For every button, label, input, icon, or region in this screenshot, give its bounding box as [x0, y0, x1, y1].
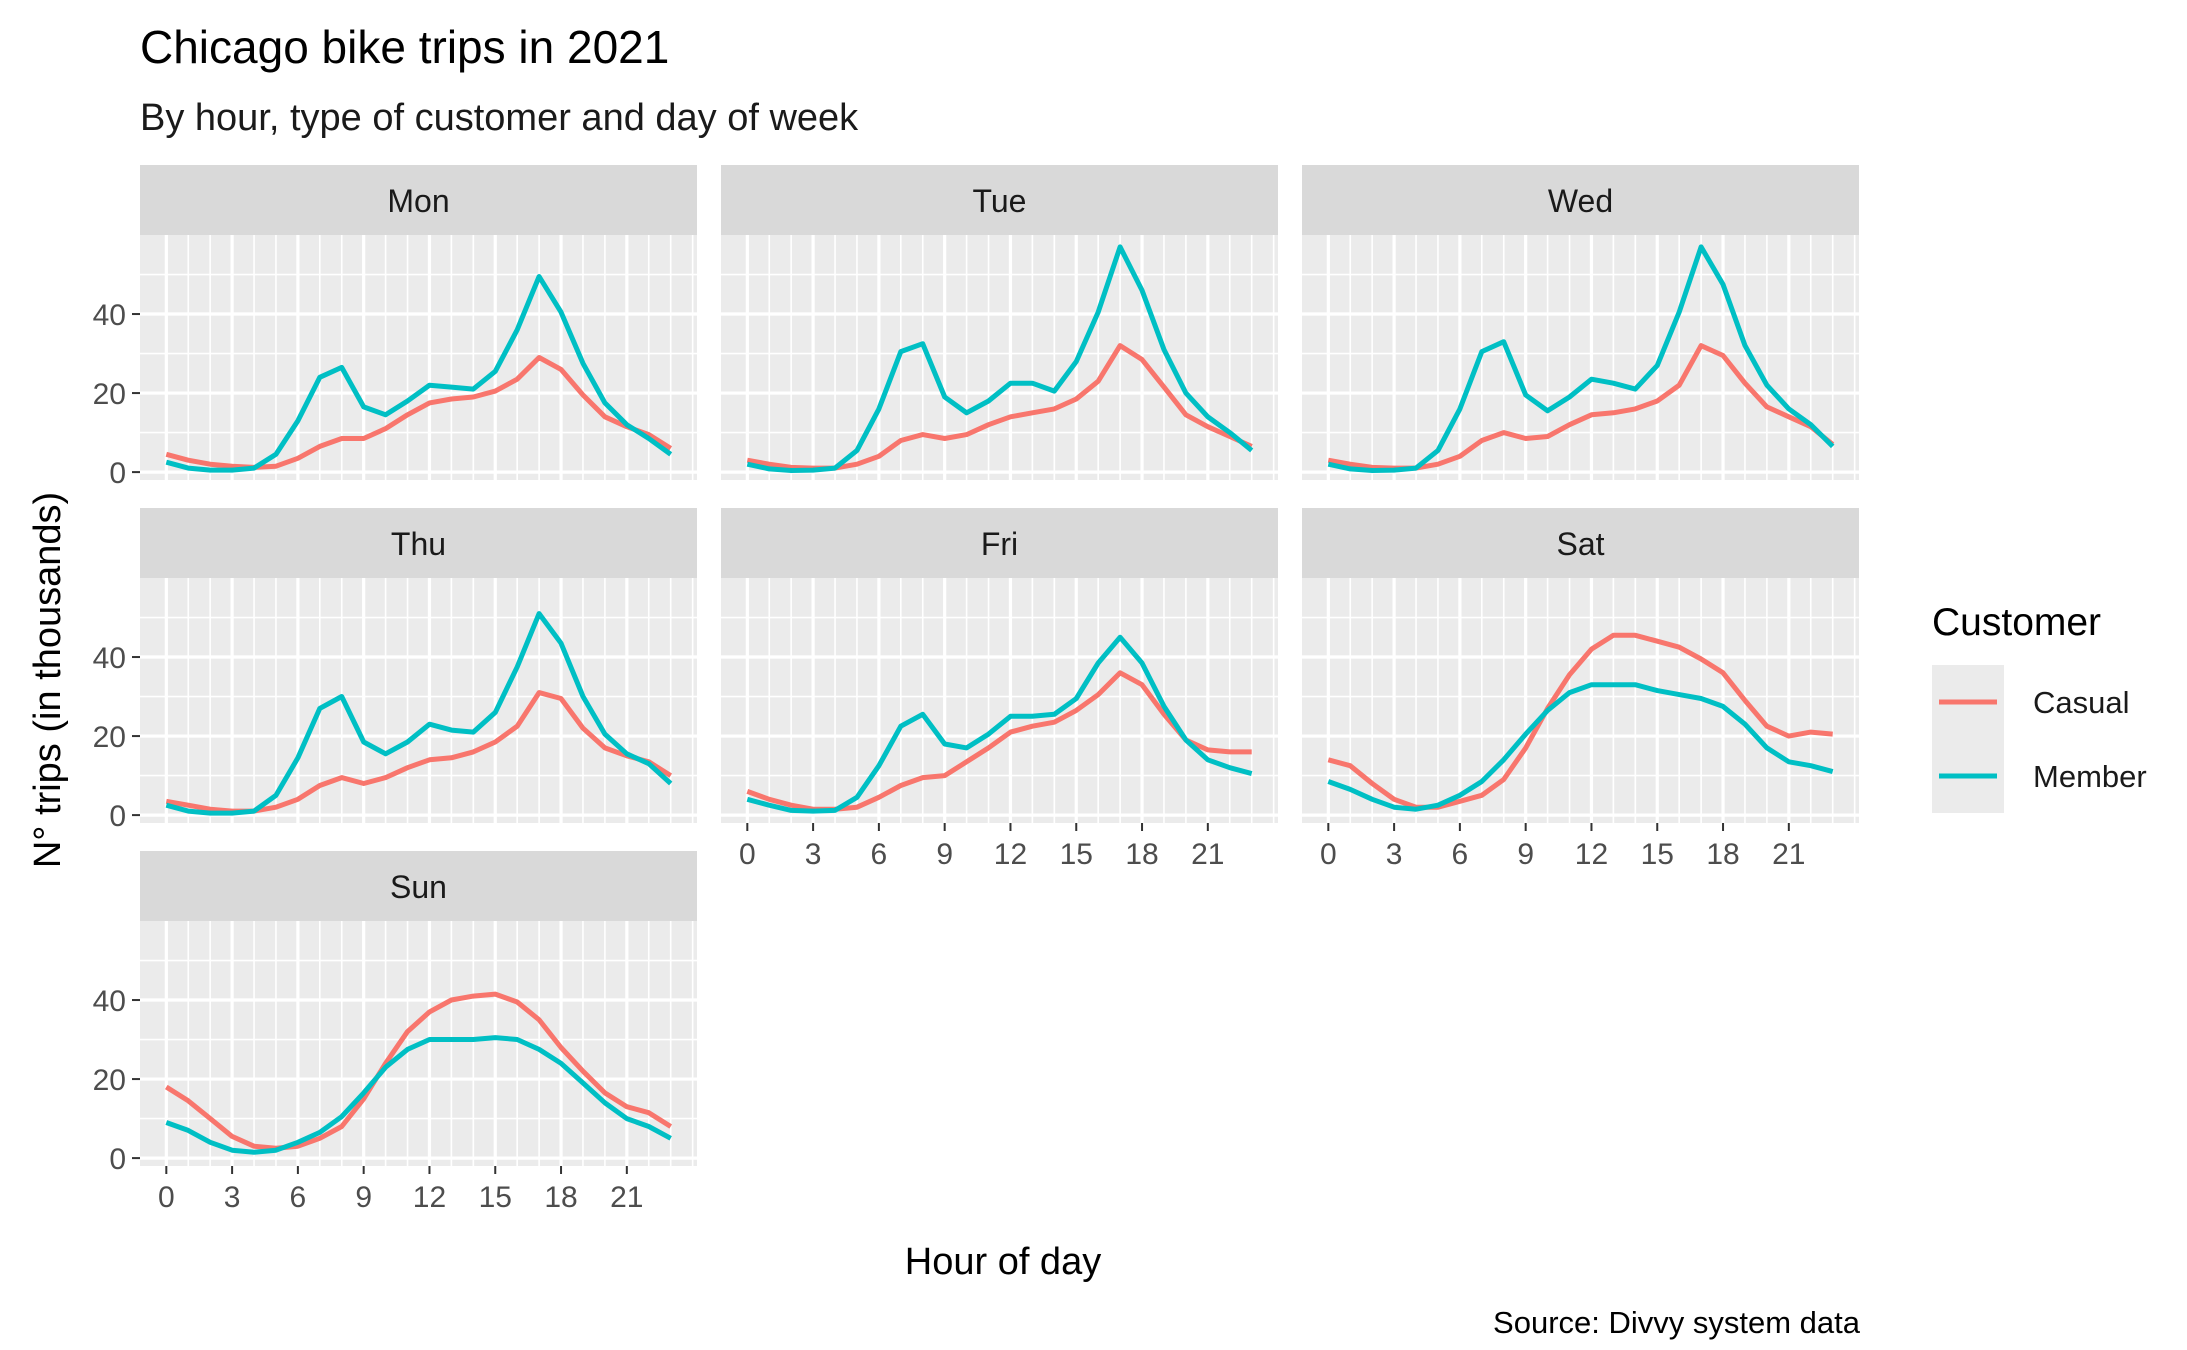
x-tick-label: 21: [1772, 838, 1805, 871]
x-tick-label: 18: [1125, 838, 1158, 871]
facet-mon: Mon 0 20 40: [93, 165, 697, 490]
facet-strip: [140, 165, 697, 235]
series-line-casual: [164, 991, 673, 1151]
y-tick-label: 40: [93, 299, 126, 332]
panel-background: [140, 235, 697, 480]
facet-strip: [140, 851, 697, 921]
facet-strip-label: Tue: [973, 183, 1027, 219]
x-tick-label: 3: [224, 1181, 241, 1214]
chart-subtitle: By hour, type of customer and day of wee…: [140, 97, 859, 139]
x-tick-label: 12: [413, 1181, 446, 1214]
series-line-member: [1327, 244, 1835, 473]
panel-background: [140, 578, 697, 823]
x-tick-label: 12: [994, 838, 1027, 871]
x-tick-label: 15: [479, 1181, 512, 1214]
chart-title: Chicago bike trips in 2021: [140, 21, 669, 73]
x-tick-label: 6: [290, 1181, 307, 1214]
x-tick-label: 12: [1575, 838, 1608, 871]
panel-background: [721, 235, 1278, 480]
facet-strip-label: Mon: [387, 183, 449, 219]
panel-background: [1302, 578, 1859, 823]
panel-background: [721, 578, 1278, 823]
caption: Source: Divvy system data: [1493, 1305, 1861, 1340]
series-line-member: [746, 634, 1253, 814]
y-tick-label: 40: [93, 642, 126, 675]
facet-strip: [1302, 508, 1859, 578]
y-tick-label: 20: [93, 721, 126, 754]
legend-title: Customer: [1932, 601, 2101, 644]
facet-sat: Sat 0 3 6 9 12 15 18 21: [1302, 508, 1859, 871]
x-tick-label: 3: [1386, 838, 1403, 871]
facet-strip-label: Sun: [390, 869, 447, 905]
facet-strip-label: Fri: [981, 526, 1018, 562]
panel-background: [1302, 235, 1859, 480]
facet-wed: Wed: [1302, 165, 1859, 480]
y-tick-label: 0: [109, 1143, 126, 1176]
x-tick-label: 9: [936, 838, 953, 871]
legend: Customer Casual Member: [1932, 601, 2147, 813]
x-tick-label: 21: [1191, 838, 1224, 871]
x-tick-label: 15: [1641, 838, 1674, 871]
x-tick-label: 9: [1517, 838, 1534, 871]
x-axis-title: Hour of day: [905, 1241, 1101, 1283]
facet-tue: Tue: [721, 165, 1278, 480]
y-tick-label: 40: [93, 985, 126, 1018]
x-tick-label: 15: [1060, 838, 1093, 871]
x-tick-label: 3: [805, 838, 822, 871]
series-line-member: [165, 1035, 672, 1155]
x-tick-label: 0: [1320, 838, 1337, 871]
y-tick-label: 0: [109, 800, 126, 833]
facet-strip: [1302, 165, 1859, 235]
x-tick-label: 0: [739, 838, 756, 871]
facet-sun: Sun 0 20 40 0 3 6 9 12 15 18 21: [93, 851, 697, 1214]
facet-strip-label: Sat: [1556, 526, 1604, 562]
facet-fri: Fri 0 3 6 9 12 15 18 21: [721, 508, 1278, 871]
facet-strip-label: Thu: [391, 526, 446, 562]
facet-strip: [721, 165, 1278, 235]
series-line-casual: [1327, 632, 1833, 810]
series-line-member: [165, 274, 673, 473]
legend-label-member: Member: [2033, 759, 2147, 794]
series-line-member: [1327, 682, 1834, 812]
x-tick-label: 6: [1452, 838, 1469, 871]
x-tick-label: 6: [871, 838, 888, 871]
x-tick-label: 9: [355, 1181, 372, 1214]
x-tick-label: 0: [158, 1181, 175, 1214]
series-line-member: [165, 611, 673, 816]
facet-strip: [721, 508, 1278, 578]
series-line-member: [746, 244, 1254, 473]
y-tick-label: 20: [93, 1064, 126, 1097]
x-tick-label: 18: [1706, 838, 1739, 871]
y-axis-title: N° trips (in thousands): [27, 492, 69, 868]
legend-label-casual: Casual: [2033, 685, 2130, 720]
facet-strip-label: Wed: [1548, 183, 1613, 219]
y-tick-label: 20: [93, 378, 126, 411]
x-tick-label: 21: [610, 1181, 643, 1214]
facet-thu: Thu 0 20 40: [93, 508, 697, 833]
facet-strip: [140, 508, 697, 578]
y-tick-label: 0: [109, 457, 126, 490]
x-tick-label: 18: [544, 1181, 577, 1214]
